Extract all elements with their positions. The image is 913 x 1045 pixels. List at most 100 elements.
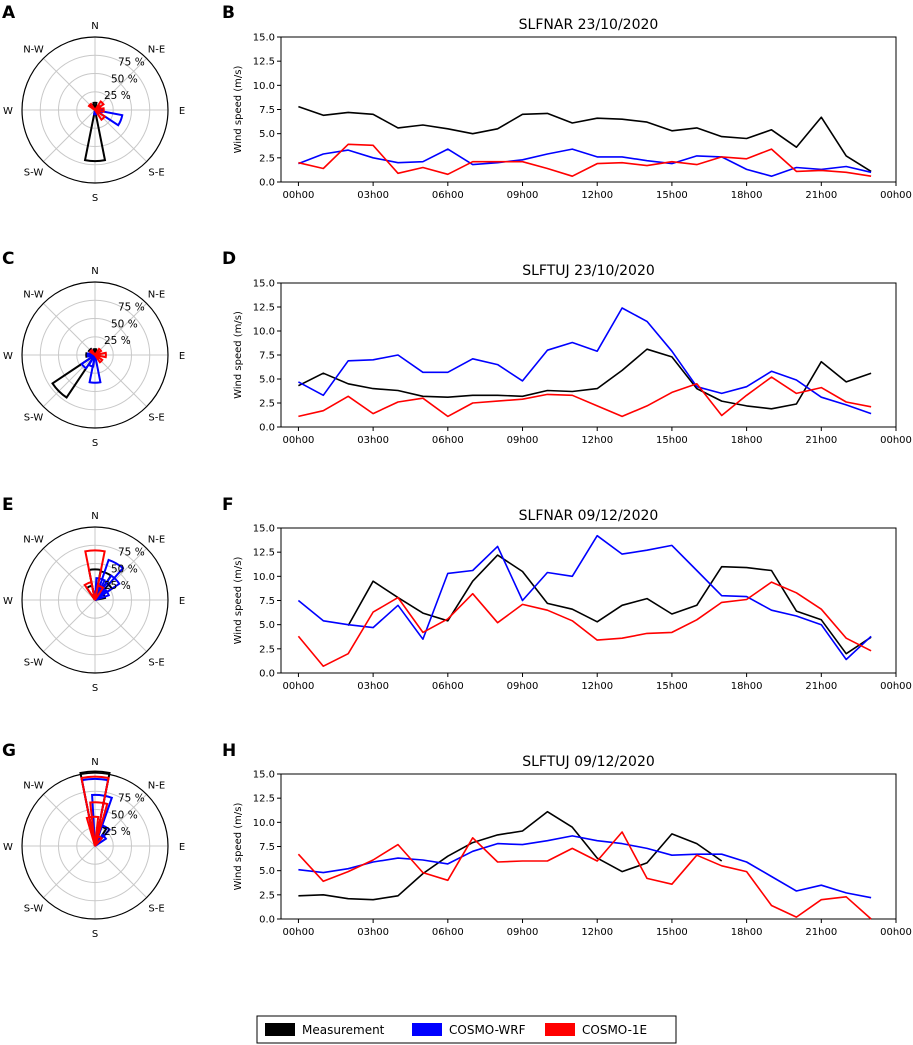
series-line-cosmo-1e [297, 831, 872, 920]
direction-label-s-w: S-W [24, 658, 44, 669]
grid-spoke [94, 845, 147, 898]
wedge-cosmo-1e-4 [94, 104, 102, 111]
radial-tick-label: 50 % [111, 73, 138, 85]
wind-rose-g: G N N-E E S-E S S-W W N-W 25 % 50 % 75 % [2, 741, 185, 940]
grid-spoke [94, 58, 147, 111]
y-tick-label: 12.5 [253, 548, 275, 559]
y-tick-label: 0.0 [259, 178, 275, 189]
y-tick-label: 10.0 [253, 818, 275, 829]
y-tick-label: 7.5 [259, 351, 275, 362]
legend-label: COSMO-WRF [449, 1023, 526, 1037]
direction-label-w: W [3, 596, 13, 607]
y-tick-label: 0.0 [259, 915, 275, 926]
wedge-cosmo-wrf-1 [80, 354, 96, 370]
y-tick-label: 5.0 [259, 866, 275, 877]
wedge-cosmo-1e-0 [94, 351, 107, 359]
radial-tick-label: 50 % [111, 809, 138, 821]
y-axis-label: Wind speed (m/s) [233, 311, 244, 399]
grid-spoke [43, 845, 96, 898]
x-tick-label: 06h00 [432, 435, 464, 446]
y-tick-label: 10.0 [253, 572, 275, 583]
x-tick-label: 15h00 [656, 435, 688, 446]
y-tick-label: 12.5 [253, 794, 275, 805]
direction-label-n: N [91, 21, 98, 32]
x-tick-label: 21h00 [805, 681, 837, 692]
chart-title: SLFTUJ 23/10/2020 [522, 263, 655, 279]
wedge-measurement-0 [83, 109, 107, 163]
direction-label-s-w: S-W [24, 904, 44, 915]
x-tick-label: 12h00 [581, 190, 613, 201]
direction-label-n: N [91, 511, 98, 522]
radial-tick-label: 50 % [111, 318, 138, 330]
legend-swatch-measurement [265, 1023, 295, 1036]
direction-label-s-w: S-W [24, 413, 44, 424]
series-line-cosmo-wrf [298, 835, 872, 899]
x-tick-label: 06h00 [432, 927, 464, 938]
direction-label-e: E [179, 842, 185, 853]
x-tick-label: 00h00 [283, 190, 315, 201]
y-tick-label: 10.0 [253, 327, 275, 338]
x-tick-label: 00h00 [880, 681, 912, 692]
x-tick-label: 09h00 [507, 681, 539, 692]
series-line-cosmo-1e [297, 581, 872, 668]
x-tick-label: 03h00 [357, 681, 389, 692]
legend: Measurement COSMO-WRF COSMO-1E [256, 1015, 677, 1044]
wedge-cosmo-wrf-4 [87, 354, 96, 368]
direction-label-n: N [91, 757, 98, 768]
x-tick-label: 09h00 [507, 927, 539, 938]
x-tick-label: 03h00 [357, 190, 389, 201]
wind-rose-a: A N N-E E S-E S S-W W N-W 25 % 50 % 75 % [2, 3, 185, 204]
wedge-cosmo-1e-0 [84, 549, 106, 601]
y-tick-label: 2.5 [259, 153, 275, 164]
wedge-cosmo-wrf-0 [88, 354, 102, 384]
x-tick-label: 21h00 [805, 435, 837, 446]
wedge-cosmo-1e-2 [94, 354, 104, 364]
x-tick-label: 00h00 [880, 435, 912, 446]
legend-swatch-cosmo-1e [545, 1023, 575, 1036]
legend-label: COSMO-1E [582, 1023, 647, 1037]
grid-spoke [43, 58, 96, 111]
wedge-cosmo-wrf-3 [94, 833, 108, 847]
direction-label-e: E [179, 351, 185, 362]
line-chart-h: H SLFTUJ 09/12/2020 0.0 2.5 5.0 7.5 10.0 12.5 15… [222, 741, 912, 938]
x-tick-label: 21h00 [805, 927, 837, 938]
grid-spoke [43, 794, 96, 847]
rose-outline [21, 772, 169, 920]
wind-rose-c: C N N-E E S-E S S-W W N-W 25 % 50 % 75 % [2, 249, 185, 449]
panel-label-a: A [2, 3, 16, 23]
radial-tick-label: 25 % [104, 826, 131, 838]
x-tick-label: 12h00 [581, 435, 613, 446]
y-tick-label: 7.5 [259, 596, 275, 607]
wedge-cosmo-wrf-0 [94, 558, 125, 601]
grid-spoke [43, 599, 96, 652]
series-line-cosmo-wrf [297, 534, 872, 661]
panel-label-h: H [222, 741, 236, 761]
chart-title: SLFNAR 09/12/2020 [519, 508, 659, 524]
y-tick-label: 2.5 [259, 890, 275, 901]
y-tick-label: 12.5 [253, 303, 275, 314]
legend-swatch-cosmo-wrf [412, 1023, 442, 1036]
y-tick-label: 12.5 [253, 57, 275, 68]
x-tick-label: 00h00 [283, 681, 315, 692]
y-tick-label: 15.0 [253, 279, 275, 290]
panel-label-g: G [2, 741, 16, 761]
line-chart-d: D SLFTUJ 23/10/2020 0.0 2.5 5.0 7.5 10.0 12.5 15… [222, 249, 912, 446]
y-tick-label: 0.0 [259, 423, 275, 434]
direction-label-n-w: N-W [23, 781, 44, 792]
y-tick-label: 15.0 [253, 33, 275, 44]
x-tick-label: 03h00 [357, 927, 389, 938]
radial-tick-label: 25 % [104, 335, 131, 347]
direction-label-n-w: N-W [23, 45, 44, 56]
wedge-cosmo-1e-0 [80, 775, 110, 847]
line-chart-f: F SLFNAR 09/12/2020 0.0 2.5 5.0 7.5 10.0 12.5 15… [222, 495, 912, 692]
wedge-measurement-0 [51, 354, 96, 399]
x-tick-label: 09h00 [507, 190, 539, 201]
wedge-cosmo-1e-1 [94, 100, 105, 111]
direction-label-e: E [179, 596, 185, 607]
grid-spoke [43, 109, 96, 162]
direction-label-w: W [3, 842, 13, 853]
rose-outline [21, 526, 169, 674]
wedge-cosmo-1e-0 [94, 109, 107, 122]
wedge-measurement-2 [87, 347, 96, 356]
